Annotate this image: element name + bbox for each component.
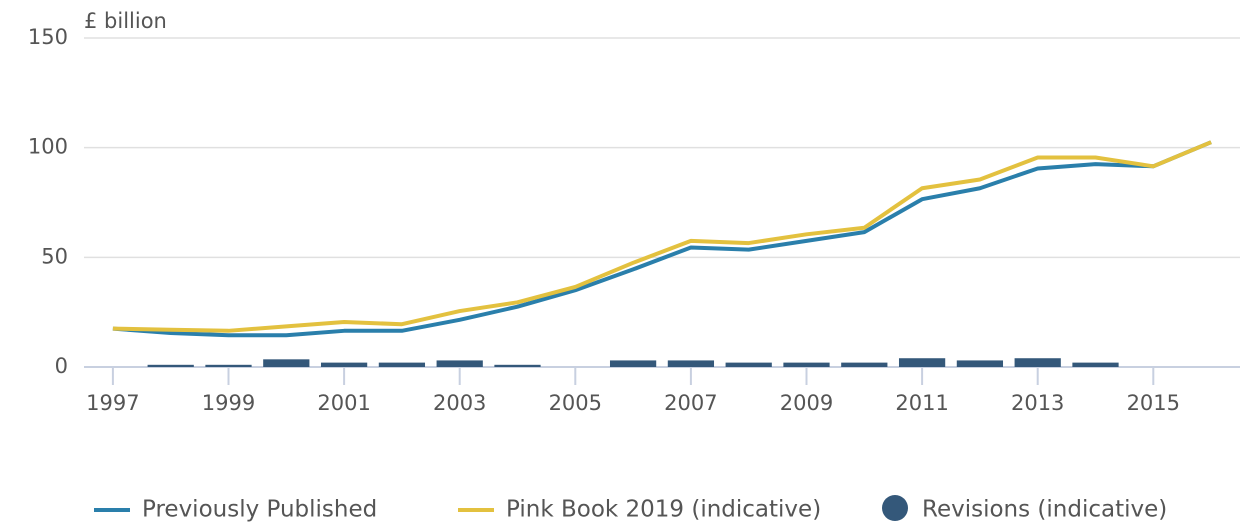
x-tick-label: 1997 [86, 391, 139, 415]
line [112, 140, 1212, 338]
bar [263, 359, 310, 367]
bar [783, 362, 830, 367]
bar [147, 364, 194, 367]
bar [320, 362, 368, 367]
x-tick-label: 2009 [780, 391, 833, 415]
x-tick-label: 2015 [1127, 391, 1180, 415]
plot: 0 50 100 150 1997 1999 2001 2003 2005 2007 2009 201… [28, 25, 1240, 415]
bar [205, 364, 252, 367]
bar [494, 364, 541, 367]
legend-label: Revisions (indicative) [922, 497, 1167, 523]
x-tick-label: 2007 [664, 391, 717, 415]
bar [609, 360, 657, 367]
x-tick-label: 2005 [549, 391, 602, 415]
bar [378, 362, 426, 367]
y-tick-label: 150 [28, 25, 68, 49]
x-tick-label: 2003 [433, 391, 486, 415]
bar [667, 360, 715, 367]
bar [1014, 358, 1061, 367]
bar [436, 360, 483, 367]
x-tick-label: 2011 [895, 391, 948, 415]
line [112, 140, 1212, 333]
bar [1072, 362, 1119, 367]
bar [725, 362, 772, 367]
legend-label: Pink Book 2019 (indicative) [506, 497, 821, 523]
y-tick-label: 100 [28, 135, 68, 159]
x-tick-label: 2001 [317, 391, 370, 415]
y-tick-label: 50 [41, 244, 68, 268]
x-tick-label: 1999 [202, 391, 255, 415]
legend-label: Previously Published [142, 497, 377, 523]
legend-marker [882, 495, 908, 521]
y-axis-label: £ billion [84, 9, 167, 33]
bar [898, 358, 946, 367]
legend: Previously Published Pink Book 2019 (indi… [94, 495, 1167, 523]
y-tick-label: 0 [55, 354, 68, 378]
bar [841, 362, 888, 367]
bar [956, 360, 1004, 367]
x-tick-label: 2013 [1011, 391, 1064, 415]
